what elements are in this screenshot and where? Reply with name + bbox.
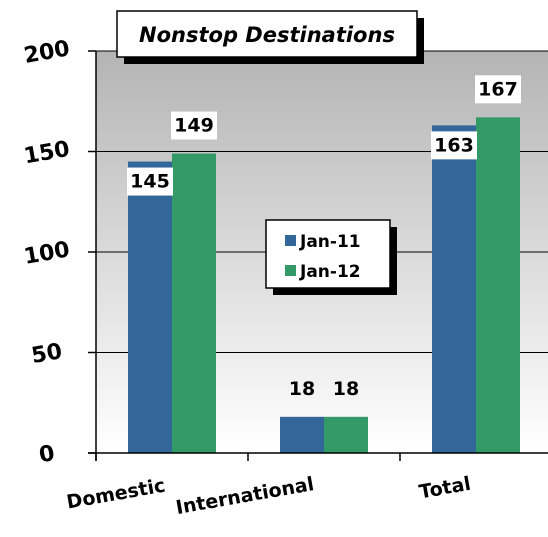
data-label-bg (127, 167, 173, 196)
y-tick-label: 100 (22, 237, 72, 270)
data-label-bg (171, 111, 217, 140)
y-tick-label: 200 (22, 36, 72, 69)
legend-label-jan-11: Jan-11 (299, 232, 361, 252)
y-tick-label: 150 (22, 137, 72, 170)
data-label: 18 (333, 378, 359, 400)
data-label: 145 (130, 171, 170, 193)
bar-jan-11-international (280, 416, 324, 453)
data-label: 149 (174, 115, 214, 137)
x-tick-label-total: Total (417, 473, 472, 504)
y-tick-label: 50 (30, 339, 65, 369)
bar-jan-12-domestic (172, 153, 216, 453)
bar-jan-11-total (432, 125, 476, 454)
legend-label-jan-12: Jan-12 (299, 262, 361, 282)
legend-frame (265, 219, 391, 289)
data-label-bg (475, 75, 521, 104)
x-tick-label-international: International (174, 473, 315, 519)
legend-swatch-jan-11 (285, 235, 296, 246)
data-label: 167 (478, 78, 518, 100)
x-tick-label-domestic: Domestic (65, 475, 167, 514)
data-label-bg (431, 131, 477, 160)
chart-title-box: Nonstop Destinations (116, 10, 424, 64)
data-label: 163 (434, 134, 474, 156)
title-frame (116, 10, 418, 58)
bar-jan-12-international (324, 416, 368, 453)
legend: Jan-11 Jan-12 (265, 219, 397, 295)
bar-jan-11-domestic (128, 161, 172, 454)
legend-swatch-jan-12 (285, 265, 296, 276)
bar-jan-12-total (476, 117, 520, 453)
chart-title: Nonstop Destinations (139, 23, 395, 47)
y-tick-label: 0 (37, 441, 56, 468)
data-label: 18 (289, 378, 315, 400)
